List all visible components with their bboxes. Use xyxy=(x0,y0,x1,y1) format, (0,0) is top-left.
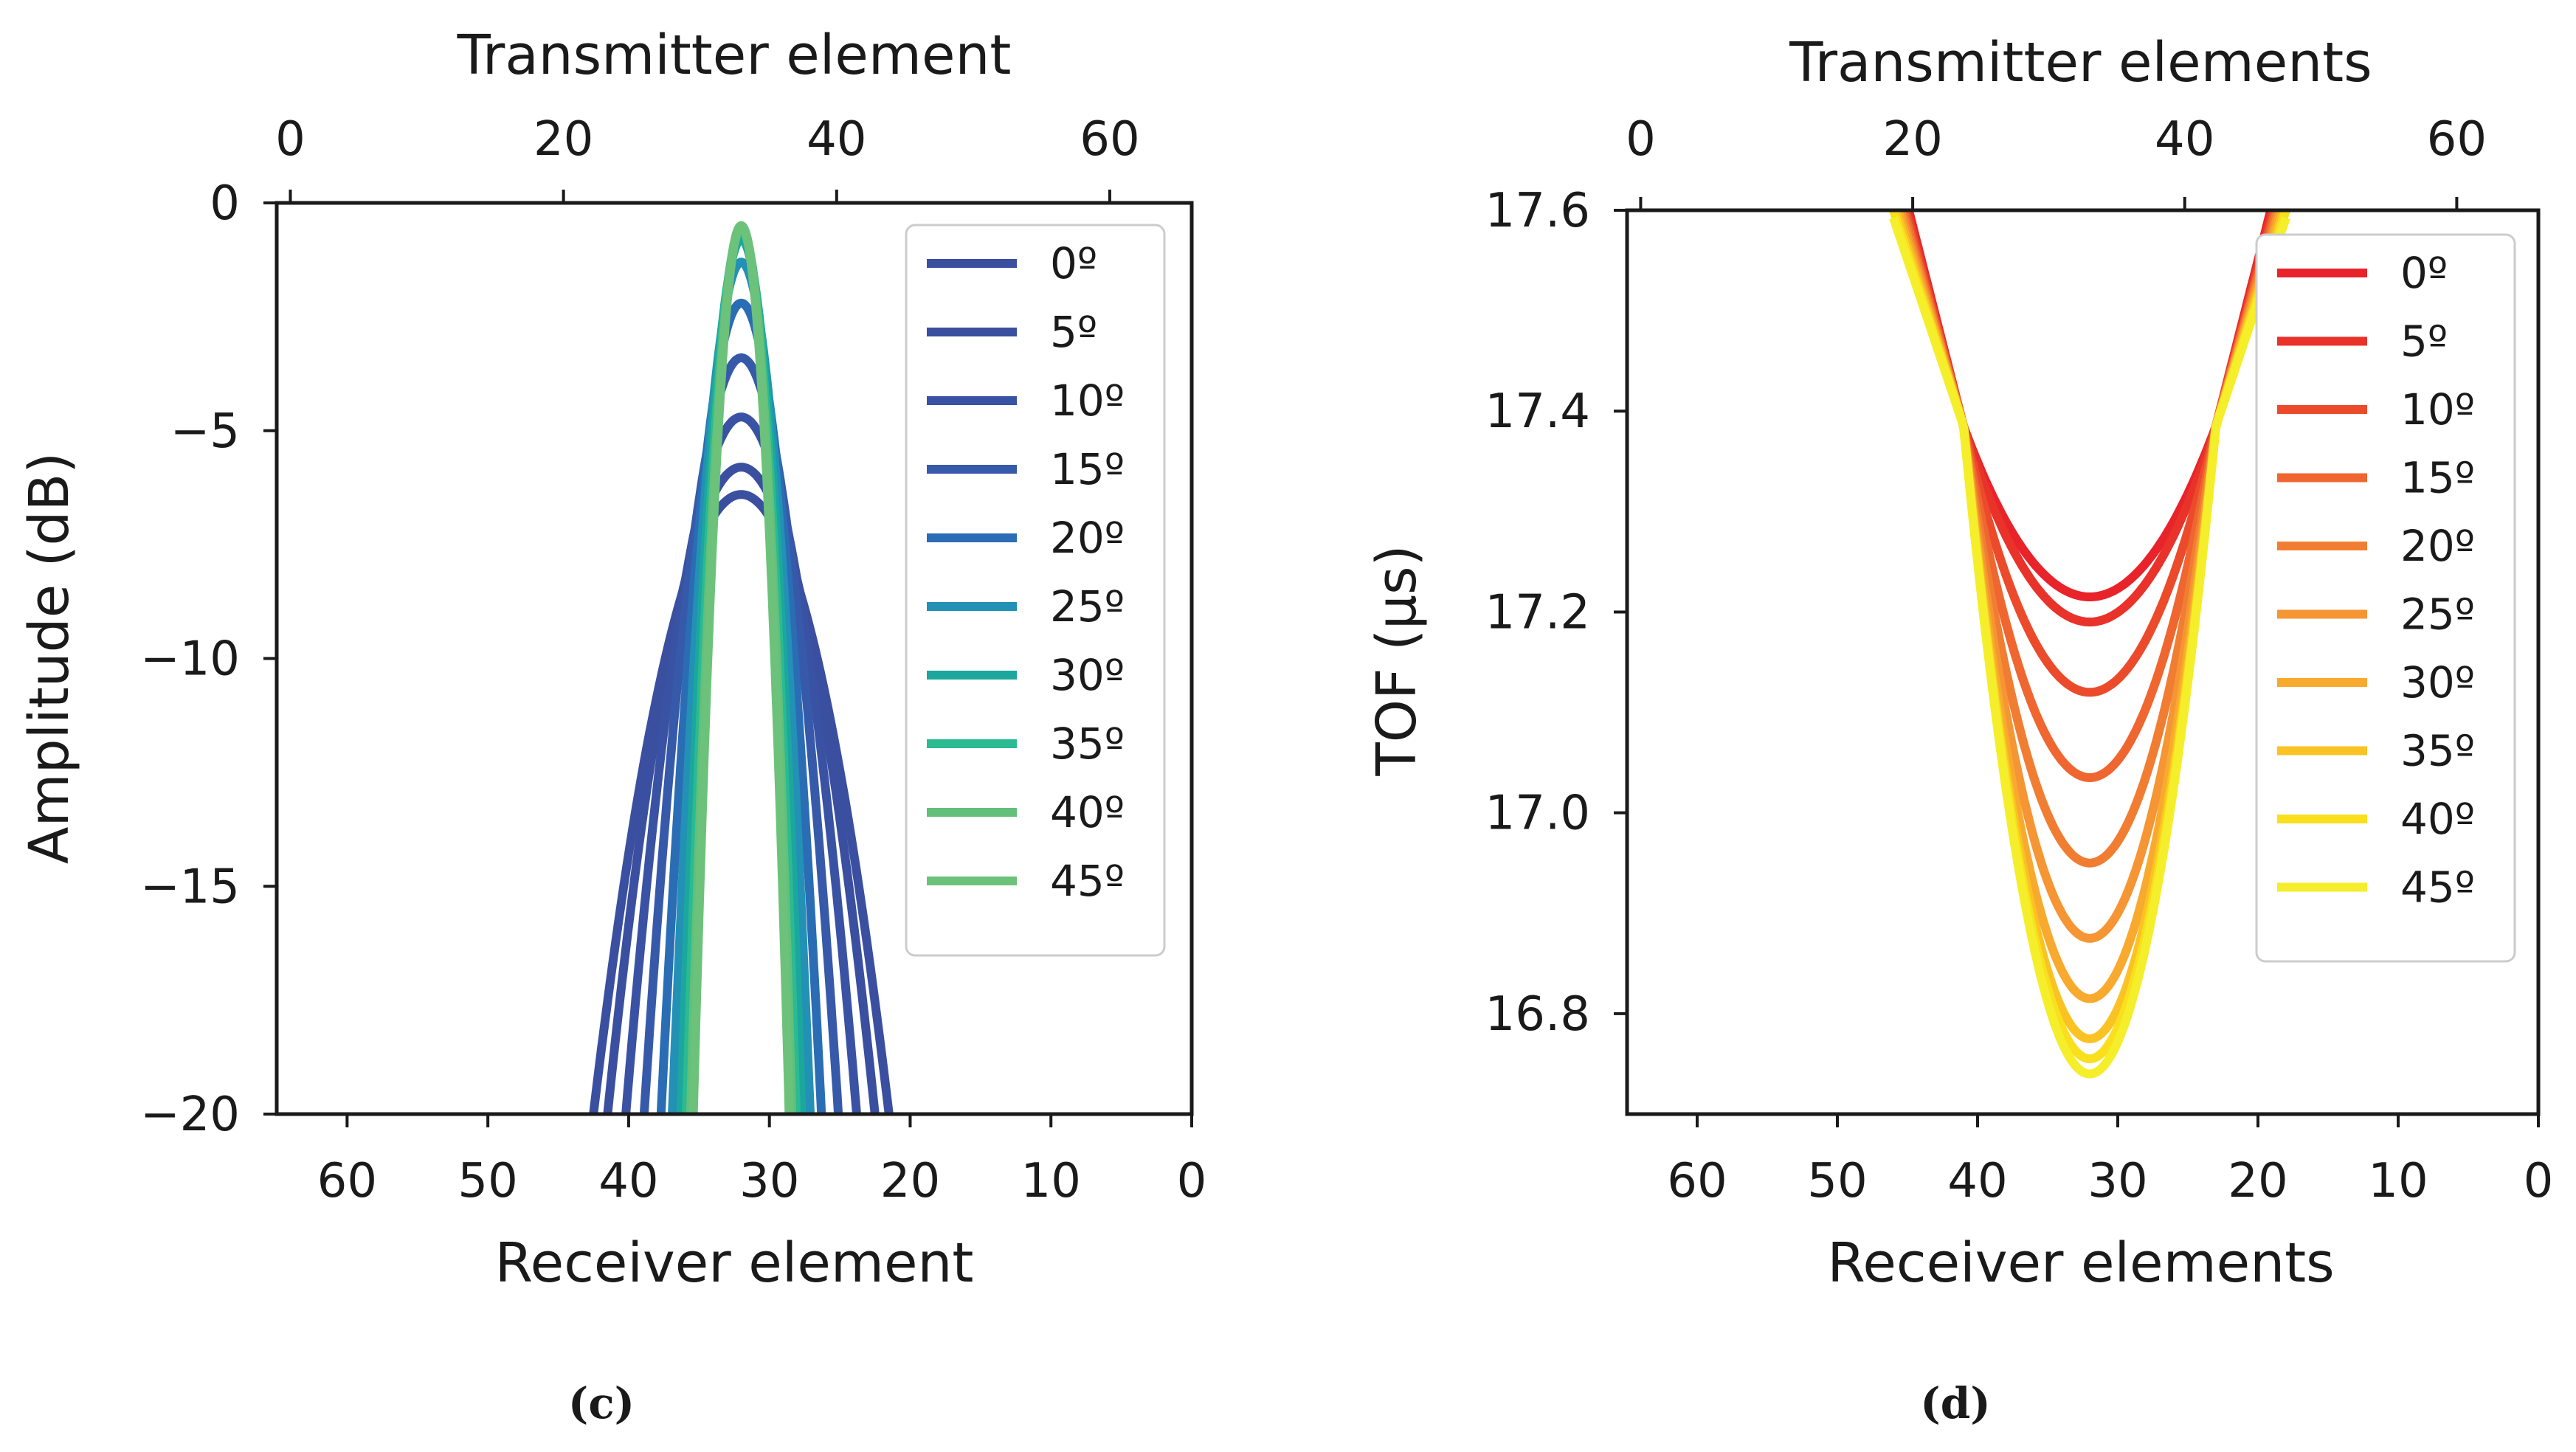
c-legend-label-5: 25º xyxy=(1050,581,1125,632)
d-top-tick-label: 0 xyxy=(1626,112,1656,167)
d-bottom-tick-label: 0 xyxy=(2524,1154,2554,1209)
c-bottom-tick-label: 60 xyxy=(317,1154,377,1209)
c-legend-label-0: 0º xyxy=(1050,238,1097,288)
d-top-tick-labels: 0 20 40 60 xyxy=(1626,112,2487,210)
d-y-tick-label: 16.8 xyxy=(1485,987,1591,1042)
c-legend-label-3: 15º xyxy=(1050,444,1125,494)
d-series-line-9 xyxy=(1889,216,2290,1079)
d-legend-label-2: 10º xyxy=(2400,384,2475,435)
c-top-tick-label: 60 xyxy=(1080,112,1139,167)
d-legend-label-1: 5º xyxy=(2400,317,2448,367)
c-y-tick-label: −15 xyxy=(140,860,240,914)
c-y-tick-label: −10 xyxy=(140,632,240,687)
d-y-tick-label: 17.2 xyxy=(1485,585,1591,640)
c-caption: (c) xyxy=(568,1378,635,1428)
d-legend-box xyxy=(2255,233,2516,963)
c-series-line-1 xyxy=(603,463,880,1114)
d-series-line-2 xyxy=(1901,210,2279,697)
d-bottom-tick-label: 30 xyxy=(2088,1154,2147,1209)
d-legend-label-8: 40º xyxy=(2400,794,2475,844)
d-top-tick-label: 20 xyxy=(1882,112,1942,167)
c-bottom-tick-label: 0 xyxy=(1177,1154,1207,1209)
d-legend-label-9: 45º xyxy=(2400,862,2475,913)
c-top-tick-label: 0 xyxy=(275,112,305,167)
c-legend-label-8: 40º xyxy=(1050,787,1125,837)
c-legend-label-6: 30º xyxy=(1050,650,1125,700)
c-y-tick-labels: 0 −5 −10 −15 −20 xyxy=(140,176,277,1142)
c-bottom-axis-label: Receiver element xyxy=(495,1231,974,1295)
c-top-tick-label: 40 xyxy=(807,112,866,167)
d-legend-label-3: 15º xyxy=(2400,453,2475,503)
d-bottom-tick-label: 50 xyxy=(1807,1154,1867,1209)
d-y-tick-label: 17.0 xyxy=(1485,786,1591,841)
c-top-tick-labels: 0 20 40 60 xyxy=(275,112,1140,203)
c-legend-label-4: 20º xyxy=(1050,513,1125,563)
c-bottom-tick-label: 40 xyxy=(598,1154,658,1209)
c-series-line-9 xyxy=(688,221,794,1114)
c-y-axis-label: Amplitude (dB) xyxy=(18,452,81,864)
d-bottom-tick-label: 60 xyxy=(1667,1154,1727,1209)
d-legend-label-6: 30º xyxy=(2400,657,2475,708)
c-legend-label-1: 5º xyxy=(1050,307,1097,357)
d-series-line-4 xyxy=(1897,210,2282,868)
c-y-tick-label: 0 xyxy=(210,176,240,231)
d-y-tick-label: 17.6 xyxy=(1485,184,1591,238)
c-top-axis-label: Transmitter element xyxy=(457,24,1012,87)
d-top-tick-label: 40 xyxy=(2155,112,2214,167)
c-plot-frame xyxy=(274,201,1194,1116)
d-series-line-5 xyxy=(1895,210,2285,943)
c-legend-label-7: 35º xyxy=(1050,719,1125,769)
c-bottom-tick-labels: 60 50 40 30 20 10 0 xyxy=(317,1114,1207,1209)
c-y-tick-label: −5 xyxy=(170,404,240,459)
c-legend-label-2: 10º xyxy=(1050,376,1125,426)
d-y-axis-label: TOF (µs) xyxy=(1365,545,1429,777)
d-top-tick-label: 60 xyxy=(2427,112,2487,167)
d-series-lines xyxy=(1889,210,2290,1079)
d-legend-label-7: 35º xyxy=(2400,726,2475,776)
d-legend-label-0: 0º xyxy=(2400,248,2448,298)
d-caption: (d) xyxy=(1920,1378,1990,1428)
c-bottom-tick-label: 10 xyxy=(1021,1154,1081,1209)
d-bottom-axis-label: Receiver elements xyxy=(1827,1231,2334,1295)
c-series-line-5 xyxy=(668,257,815,1114)
c-bottom-tick-label: 30 xyxy=(739,1154,799,1209)
d-series-line-3 xyxy=(1899,210,2281,782)
c-top-tick-label: 20 xyxy=(533,112,593,167)
c-series-line-0 xyxy=(589,490,894,1114)
d-y-tick-label: 17.4 xyxy=(1485,384,1591,439)
d-legend-label-5: 25º xyxy=(2400,590,2475,640)
d-plot-frame xyxy=(1625,208,2541,1116)
c-bottom-tick-label: 50 xyxy=(457,1154,517,1209)
c-series-line-2 xyxy=(621,412,861,1114)
d-bottom-tick-label: 10 xyxy=(2368,1154,2428,1209)
c-series-lines xyxy=(589,221,894,1114)
c-series-line-3 xyxy=(639,353,843,1114)
d-top-axis-label: Transmitter elements xyxy=(1789,31,2372,94)
c-bottom-tick-label: 20 xyxy=(880,1154,940,1209)
c-y-tick-label: −20 xyxy=(140,1088,240,1142)
c-legend-label-9: 45º xyxy=(1050,856,1125,906)
d-y-tick-labels: 17.6 17.4 17.2 17.0 16.8 xyxy=(1485,184,1627,1042)
c-legend: 0º 5º 10º 15º 20º 25º 30º 35º 40º 45º xyxy=(905,224,1166,957)
c-series-line-4 xyxy=(656,298,826,1114)
panel-d-tof-chart: Transmitter elements 0 20 40 60 60 50 40 30 20 1… xyxy=(1365,31,2553,1428)
panel-c-amplitude-chart: Transmitter element 0 20 40 60 60 50 40 30 20 10… xyxy=(18,24,1206,1428)
d-bottom-tick-labels: 60 50 40 30 20 10 0 xyxy=(1667,1114,2553,1209)
c-legend-box xyxy=(905,224,1166,957)
d-series-line-8 xyxy=(1889,210,2290,1064)
d-bottom-tick-label: 20 xyxy=(2228,1154,2287,1209)
d-bottom-tick-label: 40 xyxy=(1947,1154,2007,1209)
d-legend: 0º 5º 10º 15º 20º 25º 30º 35º 40º 45º xyxy=(2255,233,2516,963)
d-legend-label-4: 20º xyxy=(2400,521,2475,571)
